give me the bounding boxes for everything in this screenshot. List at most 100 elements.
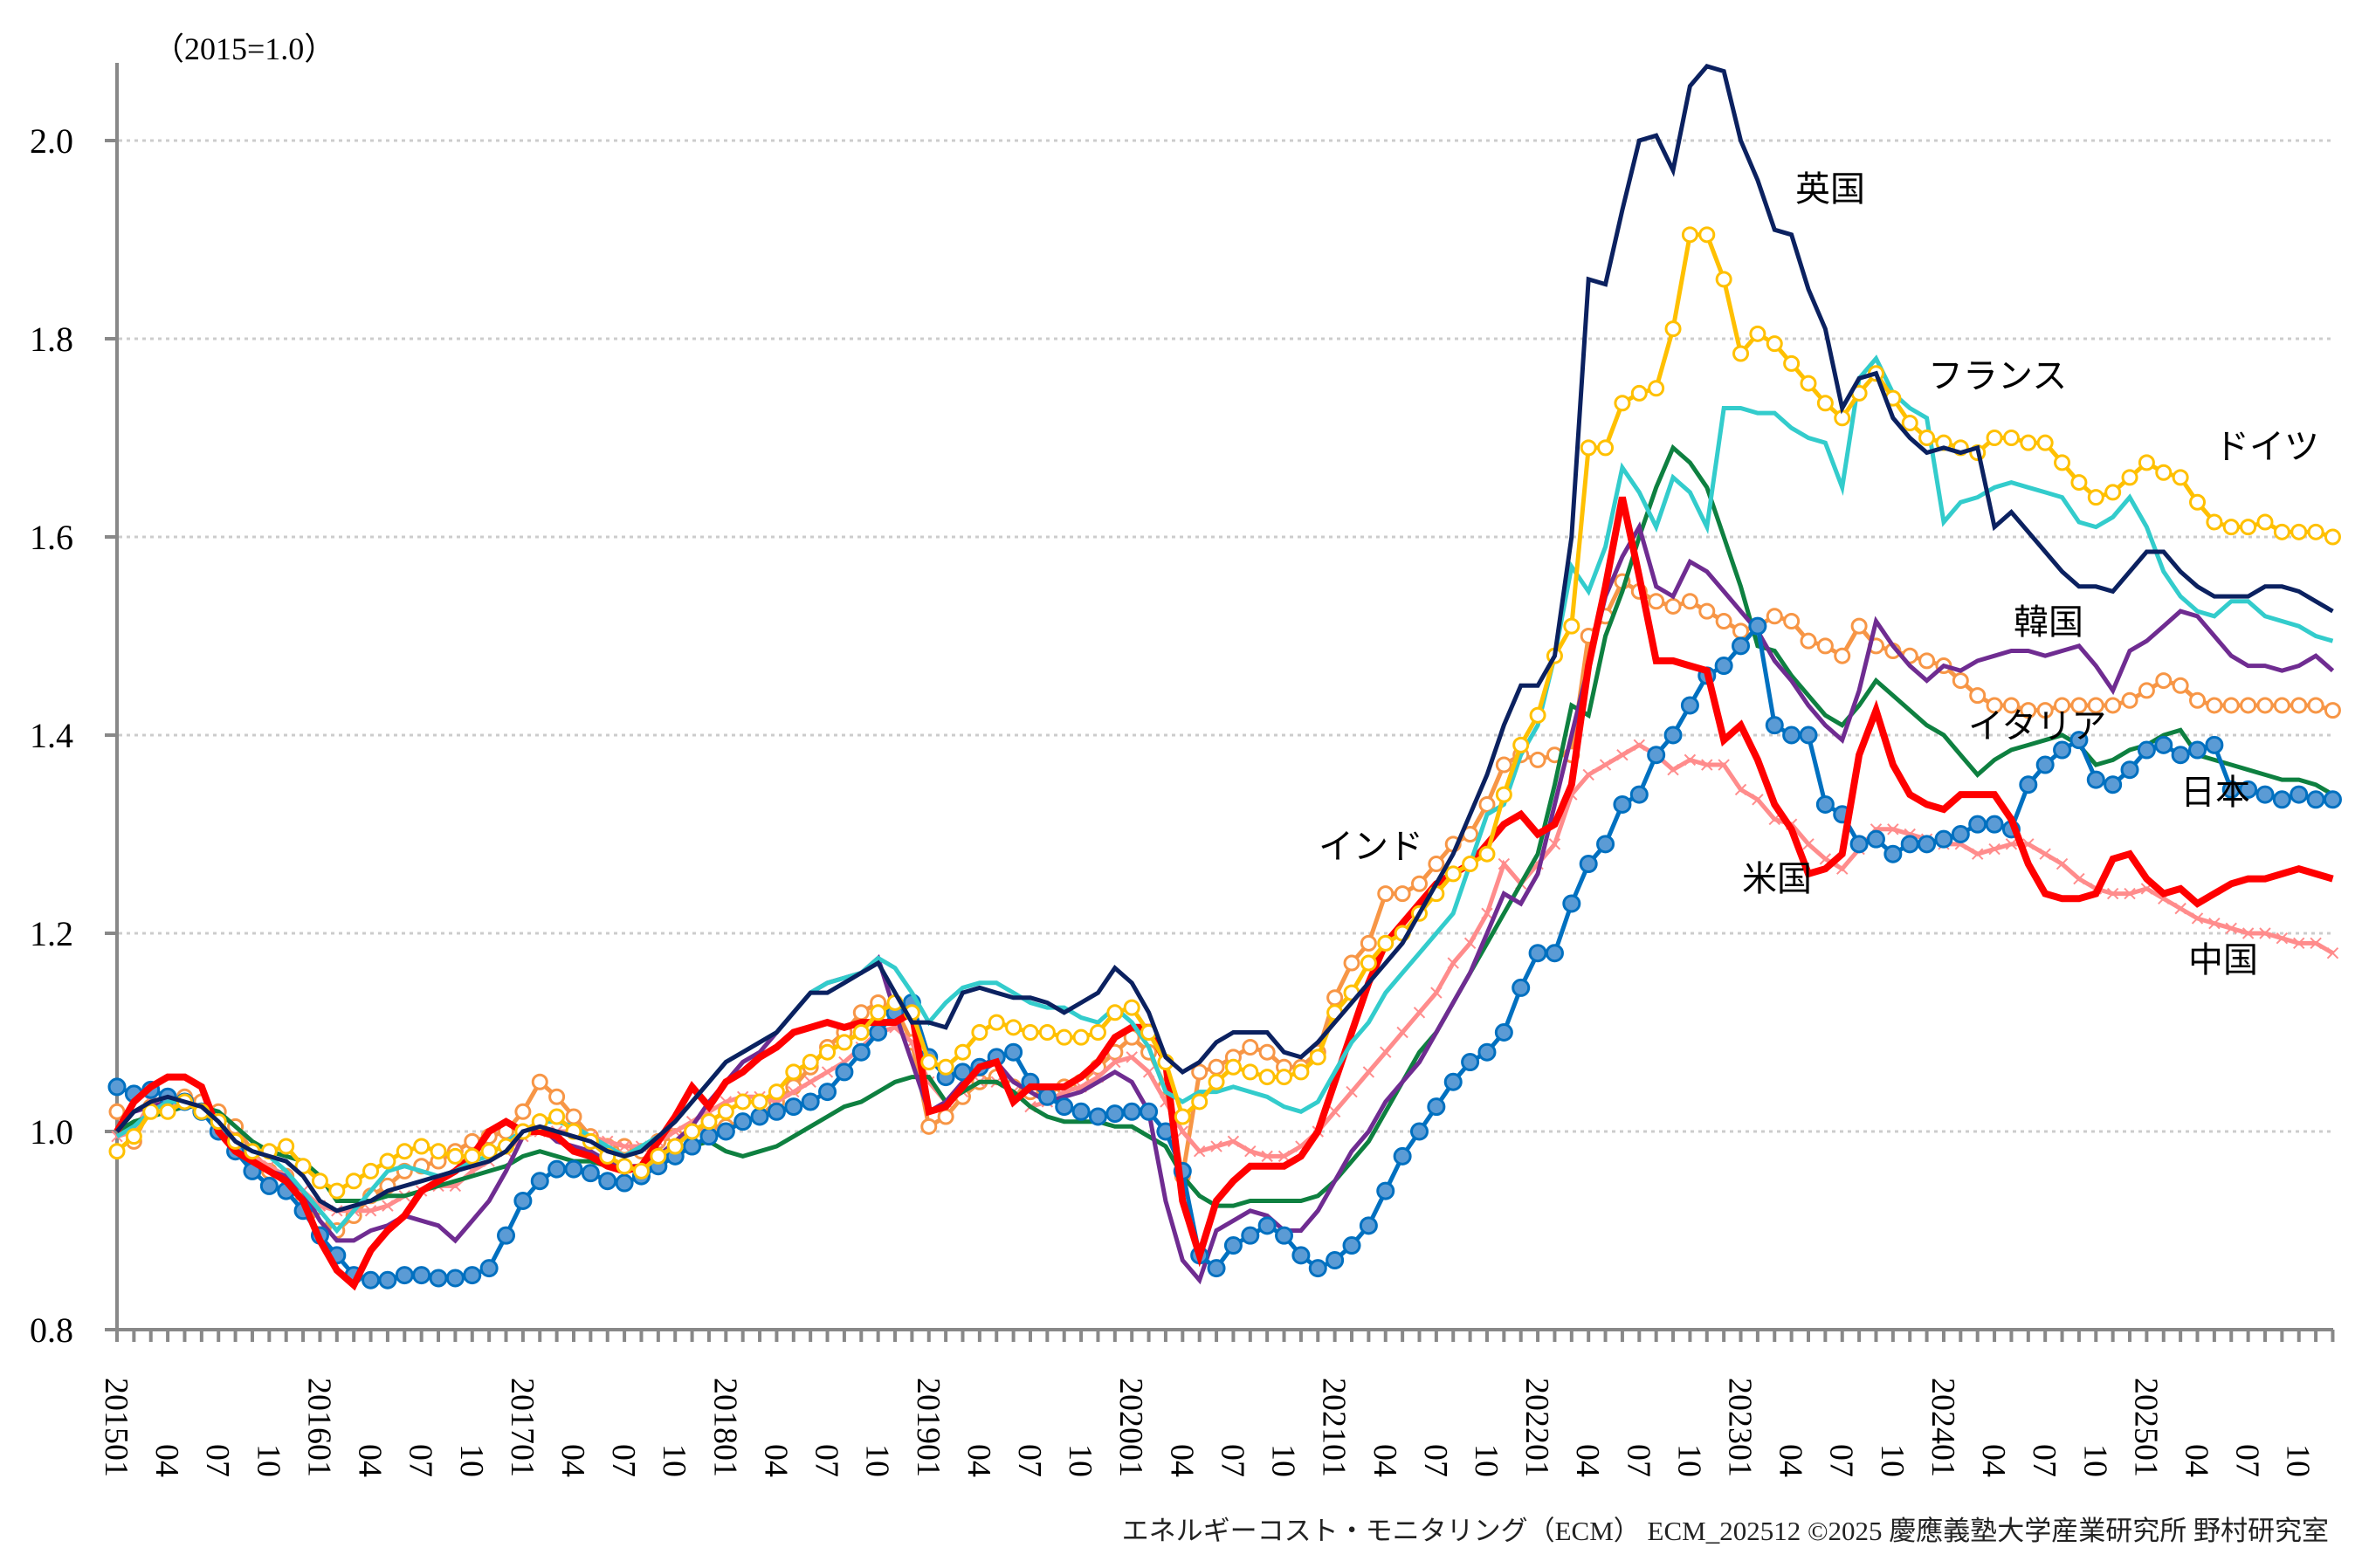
x-tick-label: 202301 bbox=[1722, 1378, 1759, 1477]
y-axis-ticks: 0.8 1.0 1.2 1.4 1.6 1.8 2.0 bbox=[30, 121, 117, 1350]
data-point bbox=[1413, 1007, 1426, 1019]
data-point bbox=[2036, 434, 2054, 451]
data-point bbox=[1241, 1226, 1260, 1245]
data-point bbox=[1326, 989, 1344, 1007]
data-point bbox=[1766, 608, 1783, 625]
data-point bbox=[1616, 748, 1629, 761]
data-point bbox=[1261, 1150, 1273, 1163]
data-point bbox=[1633, 739, 1646, 752]
data-point bbox=[2239, 780, 2258, 799]
data-point bbox=[2106, 887, 2119, 900]
data-point bbox=[1681, 226, 1698, 244]
data-point bbox=[430, 1143, 447, 1160]
data-point bbox=[1783, 354, 1801, 372]
data-point bbox=[1394, 885, 1411, 903]
x-tick-label: 10 bbox=[1874, 1444, 1911, 1477]
x-axis-ticks: 201501 04 07 10 201601 04 07 10 201701 04 07 10 2018… bbox=[98, 1330, 2335, 1477]
series-line bbox=[114, 496, 2334, 1291]
data-point bbox=[988, 1014, 1005, 1031]
data-point bbox=[1512, 978, 1531, 997]
data-point bbox=[2310, 937, 2322, 950]
data-point bbox=[1004, 1042, 1023, 1062]
data-point bbox=[1732, 636, 1751, 656]
data-point bbox=[920, 1118, 938, 1135]
data-point bbox=[514, 1103, 532, 1120]
x-tick-label: 04 bbox=[757, 1444, 794, 1477]
x-tick-label: 10 bbox=[1062, 1444, 1098, 1477]
data-point bbox=[1968, 815, 1987, 834]
x-tick-label: 10 bbox=[2076, 1444, 2113, 1477]
data-point bbox=[1478, 845, 1496, 863]
series-7 bbox=[114, 496, 2334, 1291]
data-point bbox=[598, 1172, 617, 1191]
data-point bbox=[531, 1073, 548, 1090]
data-point bbox=[1362, 1066, 1375, 1078]
x-tick-label: 07 bbox=[403, 1444, 439, 1477]
x-tick-label: 07 bbox=[1823, 1444, 1860, 1477]
x-tick-label: 202201 bbox=[1518, 1378, 1555, 1477]
data-point bbox=[1648, 593, 1665, 610]
y-tick-label: 1.8 bbox=[30, 320, 73, 359]
data-point bbox=[480, 1143, 498, 1160]
data-point bbox=[1664, 320, 1682, 338]
data-point bbox=[2138, 454, 2155, 471]
data-point bbox=[1816, 395, 1834, 412]
data-point bbox=[801, 1092, 820, 1111]
data-point bbox=[2255, 785, 2275, 804]
data-point bbox=[429, 1269, 448, 1288]
data-point bbox=[1461, 1053, 1480, 1072]
data-point bbox=[1055, 1097, 1074, 1117]
data-point bbox=[1614, 395, 1631, 412]
data-point bbox=[328, 1182, 346, 1200]
data-point bbox=[2276, 932, 2289, 945]
y-tick-label: 1.2 bbox=[30, 914, 73, 953]
data-point bbox=[1309, 1049, 1326, 1066]
data-point bbox=[1038, 1024, 1056, 1041]
data-point bbox=[785, 1063, 802, 1081]
data-point bbox=[1393, 1146, 1412, 1166]
x-tick-label: 07 bbox=[809, 1444, 845, 1477]
data-point bbox=[1718, 759, 1730, 771]
x-tick-label: 10 bbox=[1670, 1444, 1707, 1477]
data-point bbox=[1292, 1063, 1310, 1081]
x-tick-label: 07 bbox=[605, 1444, 642, 1477]
data-point bbox=[2137, 740, 2156, 760]
data-point bbox=[1714, 657, 1733, 676]
data-point bbox=[1463, 937, 1477, 950]
data-point bbox=[1918, 430, 1936, 446]
data-point bbox=[1986, 430, 2003, 446]
unit-label: （2015=1.0） bbox=[153, 31, 335, 66]
data-point bbox=[259, 1176, 279, 1195]
data-point bbox=[412, 1266, 431, 1285]
x-tick-label: 07 bbox=[1417, 1444, 1454, 1477]
data-point bbox=[1766, 335, 1783, 353]
data-point bbox=[2323, 790, 2342, 809]
data-point bbox=[1849, 835, 1869, 854]
data-point bbox=[108, 1103, 126, 1120]
data-point bbox=[699, 1127, 719, 1146]
data-point bbox=[954, 1043, 971, 1061]
data-point bbox=[1498, 857, 1511, 870]
data-point bbox=[548, 1088, 566, 1105]
series-line bbox=[115, 354, 2334, 1234]
data-point bbox=[1529, 706, 1546, 724]
data-point bbox=[2104, 484, 2122, 501]
data-point bbox=[2070, 697, 2088, 714]
data-point bbox=[1258, 1043, 1276, 1061]
data-point bbox=[2121, 469, 2138, 486]
series-line bbox=[115, 521, 2335, 1285]
data-point bbox=[1242, 1039, 1259, 1056]
data-point bbox=[2259, 927, 2271, 939]
data-point bbox=[2189, 493, 2207, 511]
x-tick-label: 04 bbox=[1367, 1444, 1403, 1477]
data-point bbox=[1934, 829, 1953, 849]
data-point bbox=[1126, 1051, 1138, 1063]
data-point bbox=[2039, 848, 2051, 860]
data-point bbox=[1680, 696, 1699, 715]
data-point bbox=[1528, 944, 1547, 963]
data-point bbox=[463, 1266, 482, 1285]
data-point bbox=[650, 1147, 667, 1165]
data-point bbox=[1462, 856, 1479, 873]
data-point bbox=[1782, 726, 1801, 745]
data-point bbox=[1109, 1056, 1121, 1069]
